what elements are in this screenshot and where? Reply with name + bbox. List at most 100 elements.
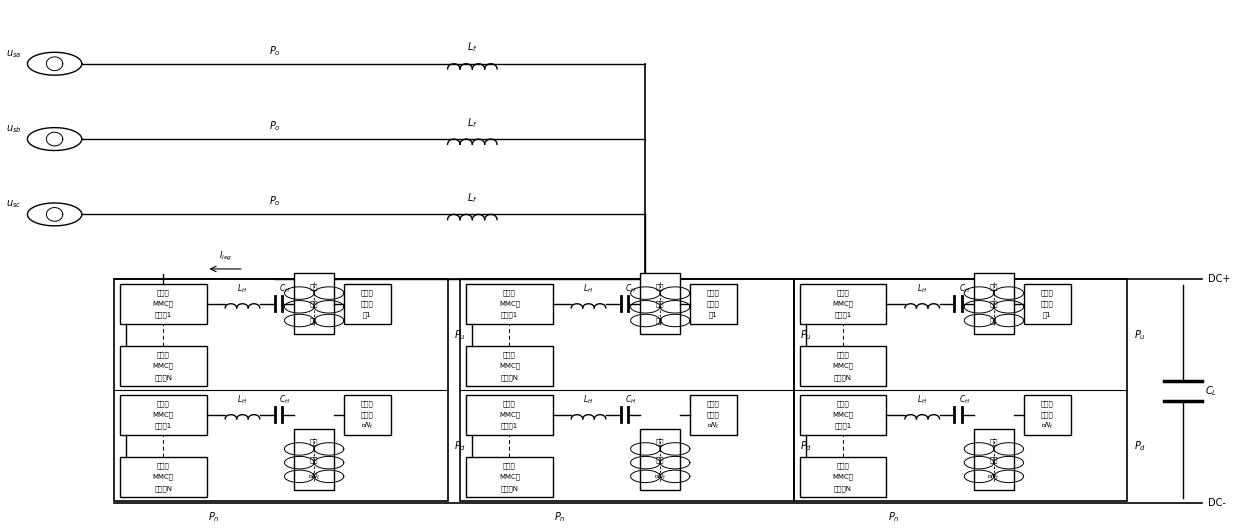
FancyBboxPatch shape xyxy=(120,395,207,435)
Text: 器1: 器1 xyxy=(990,318,998,325)
FancyBboxPatch shape xyxy=(640,274,680,334)
FancyBboxPatch shape xyxy=(466,346,553,386)
FancyBboxPatch shape xyxy=(689,284,737,324)
Text: MMC全: MMC全 xyxy=(832,474,853,480)
Text: $L_H$: $L_H$ xyxy=(237,283,248,296)
Text: $C_L$: $C_L$ xyxy=(1205,384,1218,398)
FancyBboxPatch shape xyxy=(689,395,737,435)
Text: 高压侧: 高压侧 xyxy=(157,400,170,407)
Text: $L_H$: $L_H$ xyxy=(918,394,928,407)
Text: 高压侧: 高压侧 xyxy=(503,351,516,358)
Text: 桥模块N: 桥模块N xyxy=(835,485,852,492)
Text: MMC全: MMC全 xyxy=(498,411,520,418)
Text: MMC全: MMC全 xyxy=(832,300,853,307)
FancyBboxPatch shape xyxy=(1023,284,1070,324)
FancyBboxPatch shape xyxy=(800,346,887,386)
Text: $L_f$: $L_f$ xyxy=(467,191,477,205)
Text: $L_f$: $L_f$ xyxy=(467,116,477,130)
Text: 桥模块1: 桥模块1 xyxy=(835,312,852,318)
Text: $C_H$: $C_H$ xyxy=(959,394,970,407)
Text: MMC全: MMC全 xyxy=(832,363,853,369)
FancyBboxPatch shape xyxy=(120,457,207,497)
FancyBboxPatch shape xyxy=(294,274,334,334)
Text: MMC全: MMC全 xyxy=(153,300,174,307)
Text: 高压侧: 高压侧 xyxy=(837,462,849,469)
FancyBboxPatch shape xyxy=(343,284,391,324)
Text: MMC全: MMC全 xyxy=(153,411,174,418)
Text: 高频: 高频 xyxy=(990,439,998,446)
Text: DC-: DC- xyxy=(1208,498,1225,508)
Text: 低压侧: 低压侧 xyxy=(707,289,719,296)
Text: $P_o$: $P_o$ xyxy=(269,194,280,208)
Text: $C_H$: $C_H$ xyxy=(625,394,636,407)
Text: $P_u$: $P_u$ xyxy=(800,328,812,342)
Text: 全桥模: 全桥模 xyxy=(361,411,373,418)
Text: 全桥模: 全桥模 xyxy=(1040,300,1054,307)
FancyBboxPatch shape xyxy=(800,395,887,435)
Text: $P_n$: $P_n$ xyxy=(888,511,900,524)
Text: $u_{sc}$: $u_{sc}$ xyxy=(6,199,21,210)
Text: MMC全: MMC全 xyxy=(498,363,520,369)
FancyBboxPatch shape xyxy=(640,429,680,490)
Text: 块1: 块1 xyxy=(1043,312,1052,318)
Text: 桥模块1: 桥模块1 xyxy=(155,423,172,429)
Text: $P_d$: $P_d$ xyxy=(800,439,812,452)
Text: 器1: 器1 xyxy=(310,318,319,325)
FancyBboxPatch shape xyxy=(800,457,887,497)
Text: 高压侧: 高压侧 xyxy=(837,289,849,296)
Text: DC+: DC+ xyxy=(1208,275,1230,285)
Text: MMC全: MMC全 xyxy=(498,474,520,480)
Text: $C_H$: $C_H$ xyxy=(959,283,970,296)
Text: $u_{sb}$: $u_{sb}$ xyxy=(5,123,21,135)
Text: $C_H$: $C_H$ xyxy=(279,394,290,407)
Text: MMC全: MMC全 xyxy=(498,300,520,307)
Text: 低压侧: 低压侧 xyxy=(361,289,373,296)
Text: $P_n$: $P_n$ xyxy=(208,511,219,524)
Text: 低压侧: 低压侧 xyxy=(707,400,719,407)
Text: 桥模块N: 桥模块N xyxy=(154,485,172,492)
Text: 高压侧: 高压侧 xyxy=(837,351,849,358)
Text: $L_f$: $L_f$ xyxy=(467,41,477,54)
FancyBboxPatch shape xyxy=(466,284,553,324)
Text: $P_d$: $P_d$ xyxy=(1133,439,1146,452)
FancyBboxPatch shape xyxy=(120,284,207,324)
FancyBboxPatch shape xyxy=(975,429,1013,490)
Text: $P_u$: $P_u$ xyxy=(454,328,466,342)
Text: 高压侧: 高压侧 xyxy=(503,400,516,407)
Text: 高压侧: 高压侧 xyxy=(157,289,170,296)
Text: MMC全: MMC全 xyxy=(832,411,853,418)
Text: 高压侧: 高压侧 xyxy=(503,462,516,469)
Text: $L_H$: $L_H$ xyxy=(584,394,594,407)
FancyBboxPatch shape xyxy=(120,346,207,386)
Text: $L_H$: $L_H$ xyxy=(237,394,248,407)
Text: 变压: 变压 xyxy=(310,456,319,463)
Text: $P_o$: $P_o$ xyxy=(269,44,280,58)
Text: $L_H$: $L_H$ xyxy=(918,283,928,296)
FancyBboxPatch shape xyxy=(800,284,887,324)
Text: 桥模块N: 桥模块N xyxy=(501,485,518,492)
Text: 桥模块1: 桥模块1 xyxy=(155,312,172,318)
Text: $P_u$: $P_u$ xyxy=(1133,328,1146,342)
Text: $P_o$: $P_o$ xyxy=(269,119,280,133)
Text: 高频: 高频 xyxy=(990,283,998,290)
FancyBboxPatch shape xyxy=(975,274,1013,334)
Text: 高压侧: 高压侧 xyxy=(837,400,849,407)
Text: 桥模块N: 桥模块N xyxy=(835,374,852,381)
Text: MMC全: MMC全 xyxy=(153,363,174,369)
Text: 低压侧: 低压侧 xyxy=(1040,289,1054,296)
Text: $C_H$: $C_H$ xyxy=(279,283,290,296)
Text: 器$N_t$: 器$N_t$ xyxy=(653,472,667,482)
Text: 块$N_t$: 块$N_t$ xyxy=(707,421,719,431)
FancyBboxPatch shape xyxy=(1023,395,1070,435)
Text: 高频: 高频 xyxy=(310,439,319,446)
Text: 变压: 变压 xyxy=(656,300,665,307)
Text: 块1: 块1 xyxy=(709,312,718,318)
Text: 桥模块1: 桥模块1 xyxy=(501,312,518,318)
FancyBboxPatch shape xyxy=(294,429,334,490)
Text: 器$N_t$: 器$N_t$ xyxy=(987,472,1001,482)
FancyBboxPatch shape xyxy=(466,395,553,435)
Text: $P_d$: $P_d$ xyxy=(454,439,466,452)
Text: 桥模块1: 桥模块1 xyxy=(835,423,852,429)
Text: MMC全: MMC全 xyxy=(153,474,174,480)
Text: 桥模块1: 桥模块1 xyxy=(501,423,518,429)
